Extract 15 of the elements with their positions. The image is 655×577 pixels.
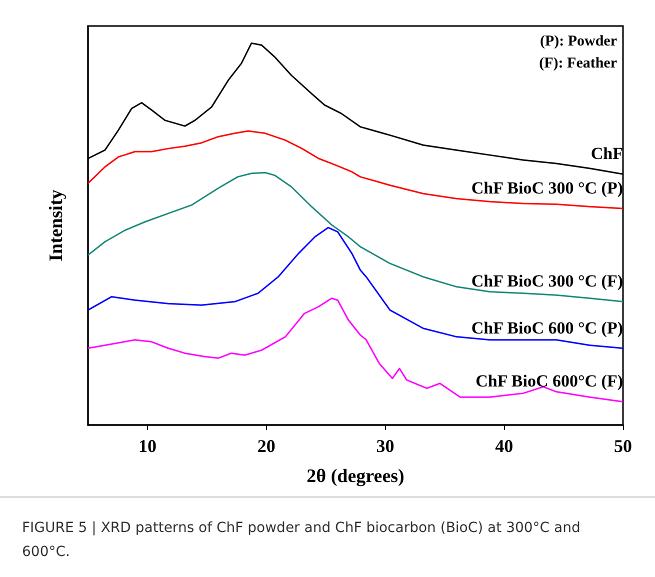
x-tick-label: 50 (614, 436, 632, 456)
x-tick-label: 10 (138, 436, 156, 456)
series-label: ChF BioC 600 °C (P) (471, 318, 623, 338)
series-label: ChF BioC 300 °C (P) (471, 178, 623, 198)
x-tick-label: 40 (495, 436, 514, 456)
caption: FIGURE 5 | XRD patterns of ChF powder and ChF biocarbon (BioC) at 300°C and 600°C. (22, 520, 585, 560)
series-label: ChF (590, 144, 623, 164)
y-axis-title: Intensity (46, 189, 67, 262)
series-label: ChF BioC 600°C (F) (476, 372, 623, 391)
series-label: ChF BioC 300 °C (F) (471, 272, 623, 291)
x-tick-label: 30 (376, 436, 394, 456)
annotation: (P): Powder (540, 34, 618, 50)
x-tick-label: 20 (257, 436, 276, 456)
annotation: (F): Feather (539, 56, 618, 72)
x-axis-title: 2θ (degrees) (306, 466, 404, 487)
